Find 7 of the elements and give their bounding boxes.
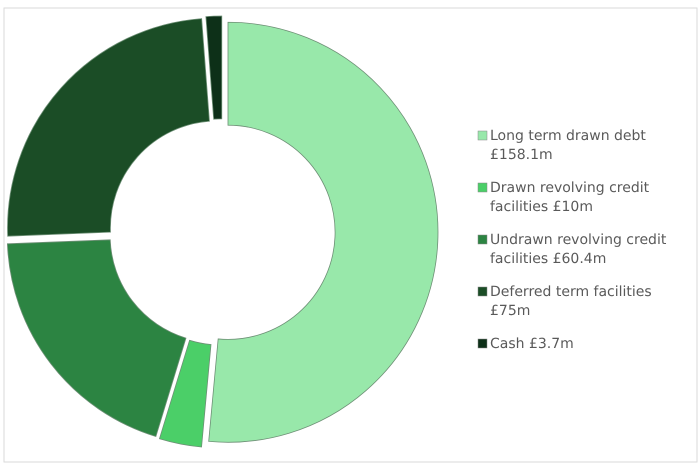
legend-label: Cash £3.7m: [490, 336, 574, 352]
data-label: £158.1m: [490, 147, 553, 163]
legend-label: Undrawn revolving credit facilities £60.4m: [490, 232, 667, 267]
legend-label: Long term drawn debt: [490, 128, 646, 144]
legend-label: Drawn revolving credit facilities £10m: [490, 180, 650, 215]
legend-label: Deferred term facilities: [490, 284, 652, 300]
data-label: £75m: [490, 303, 530, 319]
